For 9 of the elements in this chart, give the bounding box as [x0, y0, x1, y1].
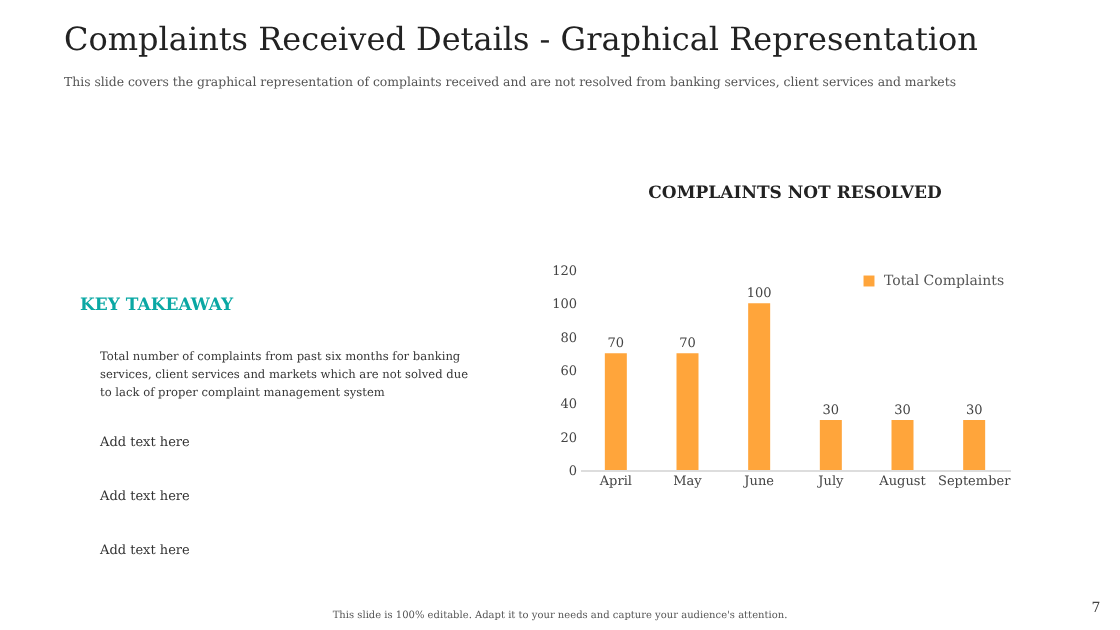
text: Complaints Received Details - Graphical Representation: [64, 20, 978, 58]
bar: [819, 420, 842, 470]
bar: [891, 420, 914, 470]
chart-title: COMPLAINTS NOT RESOLVED: [648, 184, 943, 204]
bar: [748, 303, 771, 470]
bar: [604, 353, 627, 470]
bar: [676, 353, 699, 470]
bar: [963, 420, 986, 470]
text: KEY TAKEAWAY: [80, 296, 236, 316]
